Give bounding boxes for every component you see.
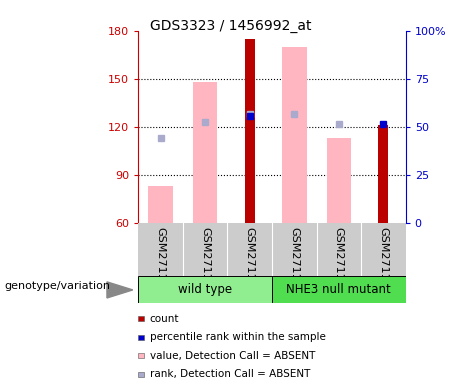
Bar — [272, 276, 406, 303]
Text: GSM271150: GSM271150 — [289, 227, 299, 295]
Text: GSM271152: GSM271152 — [378, 227, 389, 295]
Bar — [245, 39, 254, 223]
Polygon shape — [107, 282, 133, 298]
Text: count: count — [150, 314, 179, 324]
Text: wild type: wild type — [178, 283, 232, 296]
Bar — [148, 186, 173, 223]
Bar — [326, 138, 351, 223]
Bar — [282, 47, 307, 223]
Bar — [378, 125, 388, 223]
Text: genotype/variation: genotype/variation — [5, 281, 111, 291]
Text: GSM271147: GSM271147 — [155, 227, 165, 295]
Text: GSM271148: GSM271148 — [200, 227, 210, 295]
Text: GSM271151: GSM271151 — [334, 227, 344, 295]
Bar — [138, 276, 272, 303]
Text: rank, Detection Call = ABSENT: rank, Detection Call = ABSENT — [150, 369, 310, 379]
Text: value, Detection Call = ABSENT: value, Detection Call = ABSENT — [150, 351, 315, 361]
Text: percentile rank within the sample: percentile rank within the sample — [150, 332, 326, 342]
Text: NHE3 null mutant: NHE3 null mutant — [286, 283, 391, 296]
Text: GDS3323 / 1456992_at: GDS3323 / 1456992_at — [150, 19, 311, 33]
Bar — [193, 82, 218, 223]
Text: GSM271149: GSM271149 — [245, 227, 255, 295]
